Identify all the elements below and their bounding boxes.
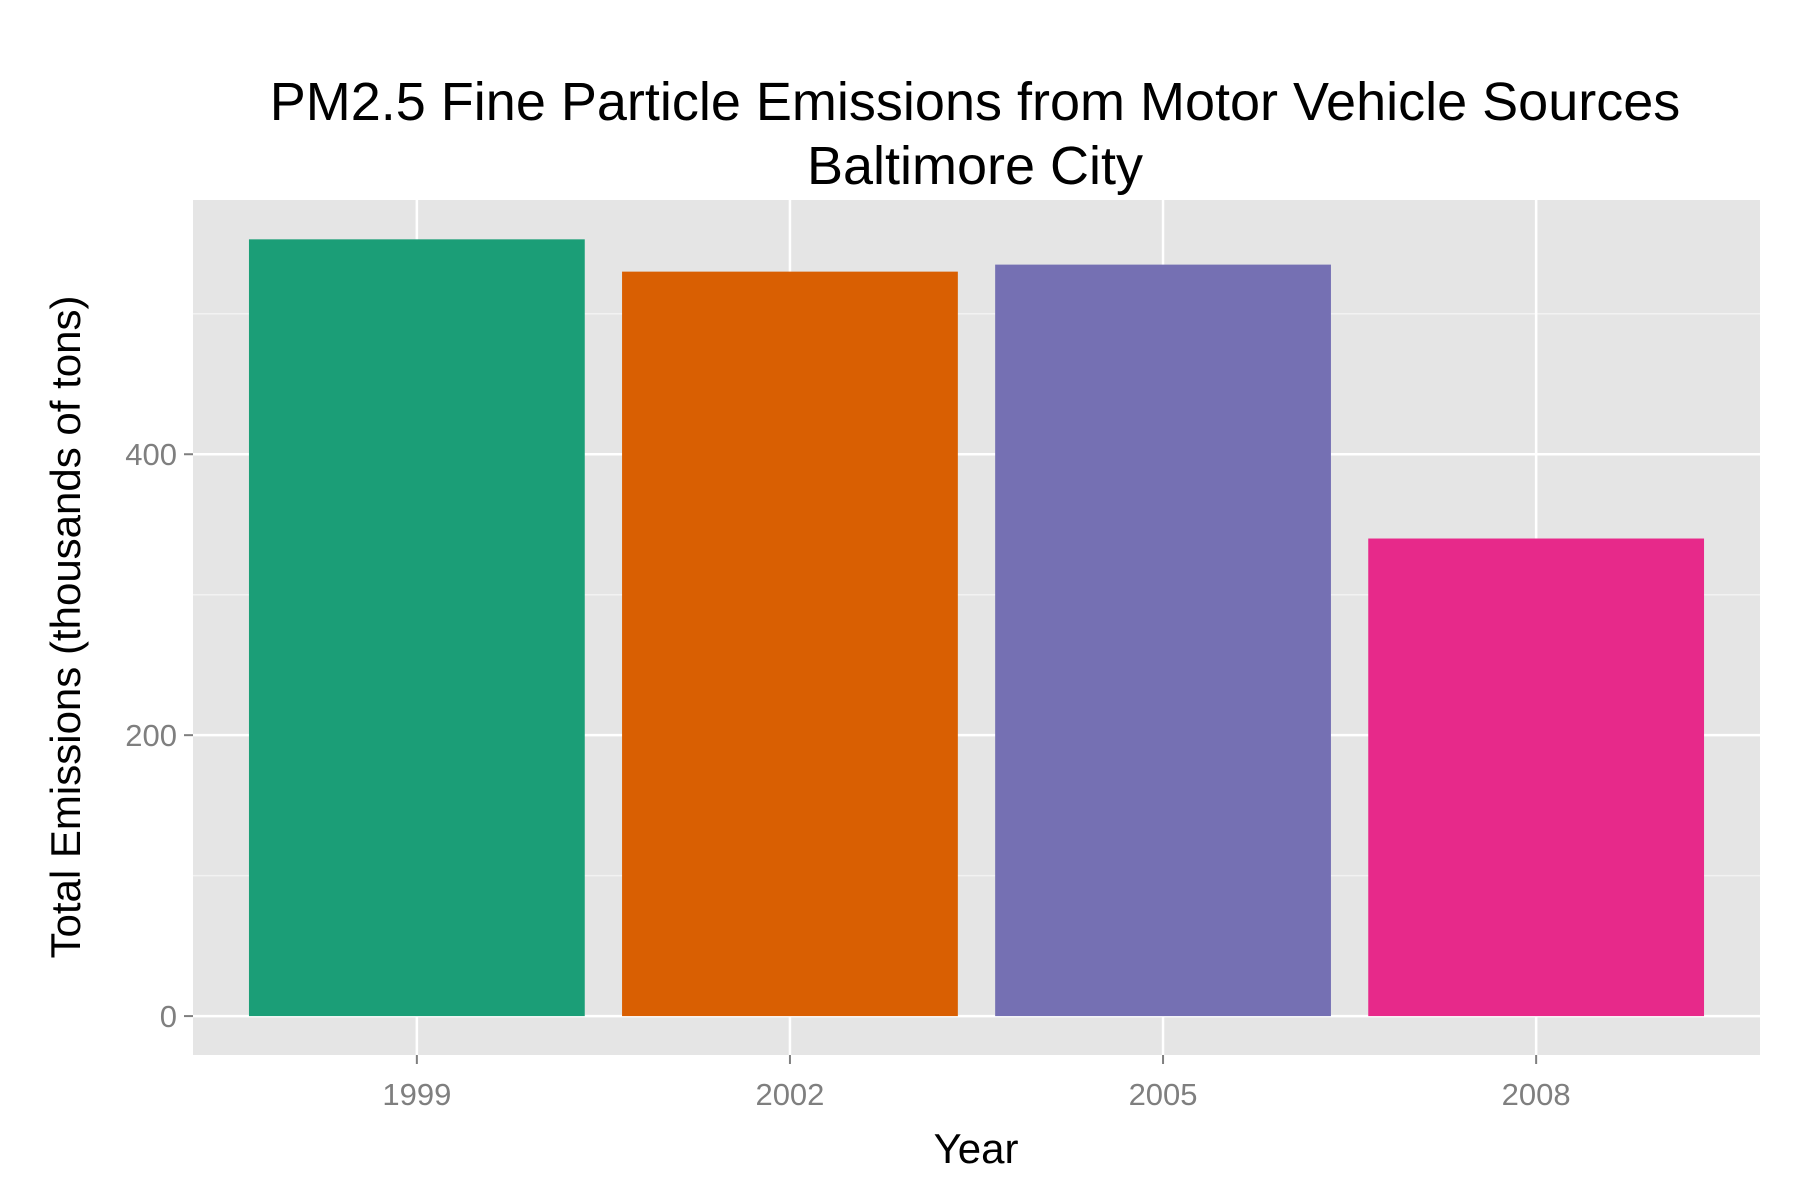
bars [248, 239, 1705, 1017]
x-tick-label: 2008 [1502, 1077, 1571, 1112]
y-axis-title: Total Emissions (thousands of tons) [42, 296, 89, 959]
y-tick-label: 400 [125, 437, 177, 472]
x-tick-label: 1999 [382, 1077, 451, 1112]
x-tick-label: 2005 [1129, 1077, 1198, 1112]
x-tick-label: 2002 [755, 1077, 824, 1112]
chart-title-line-1: PM2.5 Fine Particle Emissions from Motor… [270, 72, 1681, 132]
bar-2005 [995, 264, 1331, 1017]
chart-title-line-2: Baltimore City [807, 136, 1143, 196]
y-tick-label: 0 [160, 999, 177, 1034]
bar-2002 [622, 271, 958, 1017]
x-axis-ticks: 1999 2002 2005 2008 [382, 1055, 1571, 1112]
bar-2008 [1368, 538, 1705, 1017]
y-axis-ticks: 0 200 400 [125, 437, 193, 1034]
x-axis-title: Year [934, 1125, 1019, 1172]
y-tick-label: 200 [125, 718, 177, 753]
bar-1999 [248, 239, 585, 1017]
